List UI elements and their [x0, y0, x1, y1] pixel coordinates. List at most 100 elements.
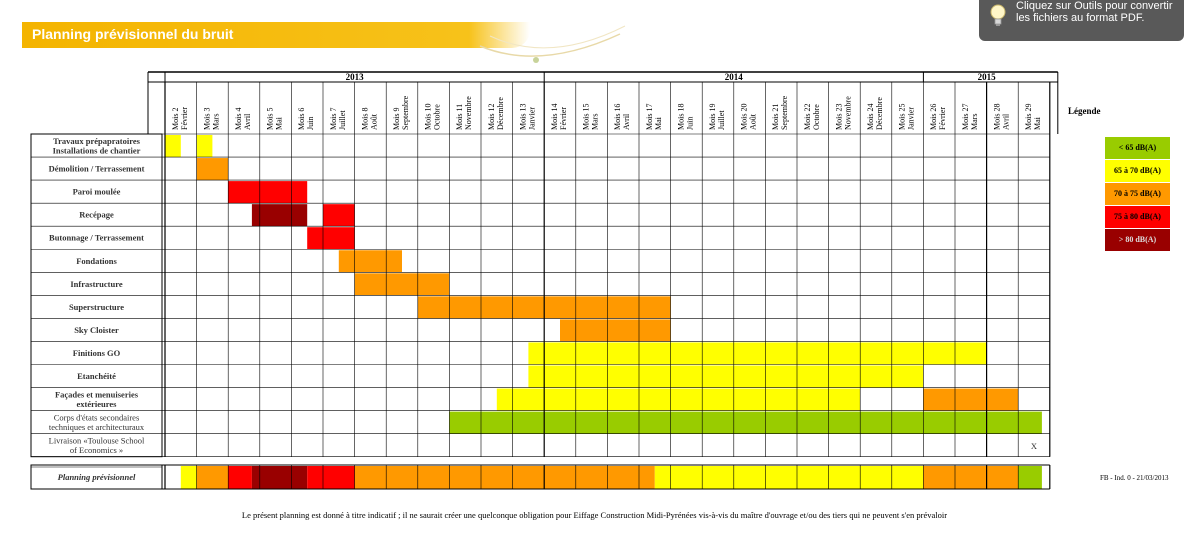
- tooltip-line-2: les fichiers au format PDF.: [1016, 12, 1145, 24]
- task-label: Butonnage / Terrassement: [49, 233, 144, 243]
- month-header: Février: [938, 107, 947, 130]
- month-header: Juin: [306, 117, 315, 130]
- summary-bar: [228, 466, 252, 489]
- summary-bar: [251, 466, 308, 489]
- summary-bar: [654, 466, 924, 489]
- month-header: Mois 14: [550, 104, 559, 130]
- delivery-mark: X: [1031, 441, 1037, 451]
- month-header: Mois 28: [992, 104, 1001, 130]
- task-label: Livraison «Toulouse School: [49, 435, 145, 445]
- month-header: Mois 25: [898, 104, 907, 130]
- month-header: Avril: [622, 113, 631, 130]
- tooltip-line-1: Cliquez sur Outils pour convertir: [1016, 0, 1173, 12]
- task-label: extérieures: [77, 399, 118, 409]
- month-header: Mois 10: [424, 104, 433, 130]
- month-header: Mois 20: [740, 104, 749, 130]
- task-label: Recépage: [79, 210, 114, 220]
- gantt-bar: [228, 181, 308, 204]
- month-header: Mois 16: [613, 104, 622, 130]
- legend-title: Légende: [1068, 106, 1101, 116]
- month-header: Mois 19: [708, 104, 717, 130]
- gantt-bar: [165, 135, 181, 158]
- month-header: Mois 12: [487, 104, 496, 130]
- summary-bar: [923, 466, 1019, 489]
- month-header: Mai: [654, 116, 663, 130]
- page-title: Planning prévisionnel du bruit: [32, 26, 234, 42]
- task-label: of Economics »: [70, 445, 123, 455]
- month-header: Août: [749, 113, 758, 130]
- month-header: Décembre: [875, 97, 884, 130]
- month-header: Mai: [275, 116, 284, 130]
- task-label: Finitions GO: [73, 348, 121, 358]
- month-header: Juin: [685, 117, 694, 130]
- legend-item: 70 à 75 dB(A): [1105, 183, 1170, 205]
- summary-bar: [196, 466, 229, 489]
- month-header: Février: [559, 107, 568, 130]
- summary-bar: [1018, 466, 1042, 489]
- lightbulb-icon: [990, 4, 1006, 26]
- month-header: Mois 24: [866, 104, 875, 130]
- month-header: Mois 22: [803, 104, 812, 130]
- task-label: Sky Cloister: [74, 325, 119, 335]
- legend-item: < 65 dB(A): [1105, 137, 1170, 159]
- month-header: Janvier: [527, 107, 536, 130]
- gantt-bar: [560, 319, 671, 342]
- month-header: Mois 29: [1024, 104, 1033, 130]
- month-header: Mois 6: [297, 108, 306, 130]
- month-header: Mois 18: [676, 104, 685, 130]
- gantt-bar: [307, 227, 355, 250]
- task-label: techniques et architecturaux: [49, 422, 145, 432]
- month-header: Juillet: [338, 110, 347, 130]
- pdf-convert-tooltip[interactable]: Cliquez sur Outils pour convertir les fi…: [979, 0, 1184, 41]
- month-header: Décembre: [496, 97, 505, 130]
- month-header: Mois 15: [582, 104, 591, 130]
- task-label: Corps d'états secondaires: [54, 412, 140, 422]
- month-header: Mois 9: [392, 108, 401, 130]
- month-header: Mois 21: [771, 104, 780, 130]
- year-label: 2014: [725, 72, 744, 82]
- swoosh-decoration: [479, 25, 626, 63]
- month-header: Mois 8: [360, 108, 369, 130]
- month-header: Octobre: [812, 104, 821, 130]
- task-label: Installations de chantier: [53, 145, 141, 155]
- month-header: Mois 2: [171, 108, 180, 130]
- month-header: Novembre: [843, 96, 852, 130]
- month-header: Mois 5: [266, 108, 275, 130]
- month-header: Mois 4: [234, 108, 243, 130]
- summary-bar: [354, 466, 655, 489]
- title-banner: Planning prévisionnel du bruit: [22, 22, 530, 48]
- gantt-bar: [496, 388, 861, 411]
- legend-item: 75 à 80 dB(A): [1105, 206, 1170, 228]
- month-header: Mois 26: [929, 104, 938, 130]
- task-label: Démolition / Terrassement: [49, 164, 145, 174]
- task-label: Travaux prépapratoires: [53, 136, 140, 146]
- legend-item: > 80 dB(A): [1105, 229, 1170, 251]
- year-label: 2013: [346, 72, 365, 82]
- gantt-bar: [196, 135, 213, 158]
- task-label: Paroi moulée: [73, 187, 121, 197]
- disclaimer-footnote: Le présent planning est donné à titre in…: [241, 510, 948, 520]
- month-header: Février: [180, 107, 189, 130]
- gantt-bar: [354, 273, 450, 296]
- month-header: Septembre: [780, 95, 789, 130]
- month-header: Mois 3: [202, 108, 211, 130]
- year-label: 2015: [978, 72, 997, 82]
- month-header: Mois 11: [455, 104, 464, 130]
- document-reference: FB - Ind. 0 - 21/03/2013: [1100, 474, 1169, 482]
- month-header: Octobre: [433, 104, 442, 130]
- gantt-bar: [528, 342, 987, 365]
- month-header: Mars: [591, 114, 600, 130]
- summary-bar: [180, 466, 197, 489]
- month-header: Août: [369, 113, 378, 130]
- gantt-bar: [323, 204, 355, 227]
- task-label: Infrastructure: [70, 279, 122, 289]
- month-header: Mois 13: [518, 104, 527, 130]
- month-header: Mai: [1033, 116, 1042, 130]
- month-header: Septembre: [401, 95, 410, 130]
- gantt-bar: [923, 388, 1019, 411]
- month-header: Juillet: [717, 110, 726, 130]
- gantt-bar: [196, 158, 229, 181]
- month-header: Mois 17: [645, 104, 654, 130]
- gantt-bar: [251, 204, 308, 227]
